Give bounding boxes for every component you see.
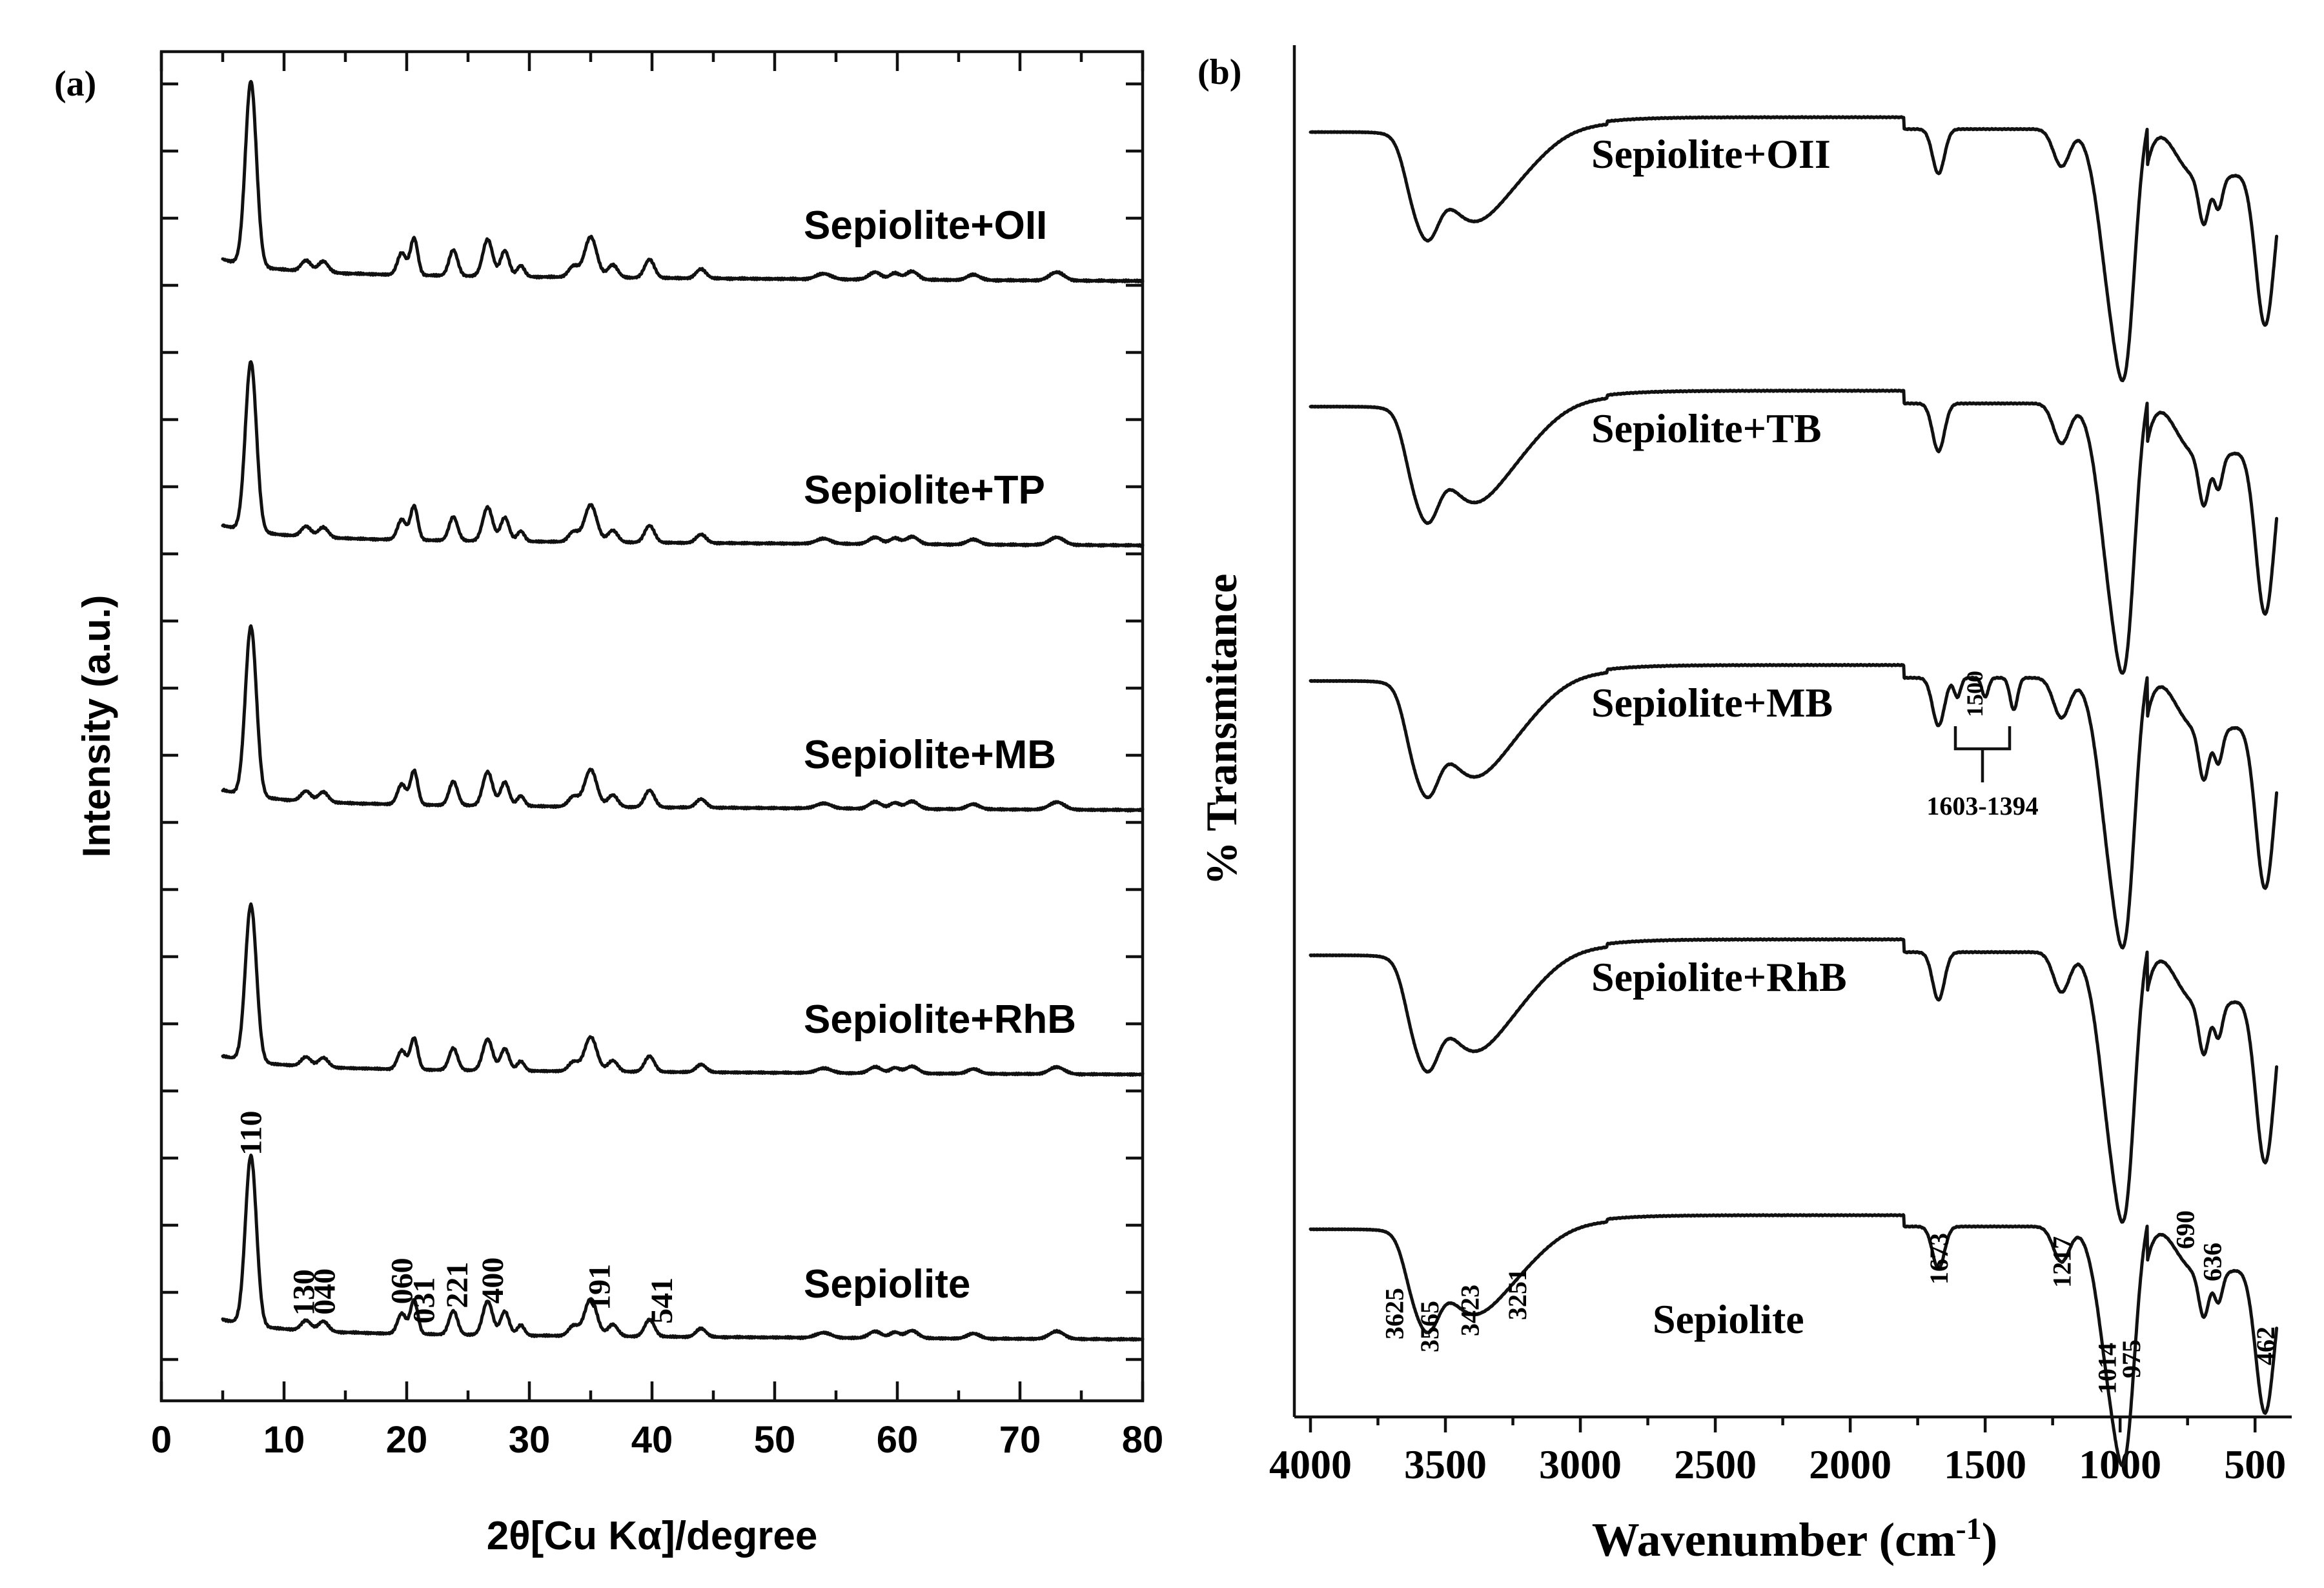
band-label-462: 462	[2251, 1327, 2280, 1365]
panel-b-x-tick-label: 2500	[1674, 1441, 1757, 1487]
panel-a-series-labels: Sepiolite+OII Sepiolite+TP Sepiolite+MB Sep…	[804, 203, 1076, 1307]
band-label-975: 975	[2117, 1339, 2146, 1378]
panel-b-x-tick-label: 4000	[1269, 1441, 1352, 1487]
peak-label-130: 130	[287, 1269, 321, 1316]
panel-a-label: (a)	[54, 64, 96, 104]
panel-b-x-tick-label: 2000	[1809, 1441, 1891, 1487]
peak-label-060: 060	[385, 1257, 419, 1304]
panel-b-x-tick-label: 1500	[1944, 1441, 2026, 1487]
peak-label-031: 031	[407, 1278, 442, 1324]
panel-a-x-tick-label: 70	[999, 1419, 1041, 1461]
band-label-690: 690	[2171, 1210, 2200, 1249]
ftir-trace-sepiolite-mb	[1309, 662, 2279, 950]
xrd-series-label-sepiolite-tp: Sepiolite+TP	[804, 468, 1045, 513]
xrd-trace-sepiolite-mb	[221, 624, 1145, 813]
panel-b-xlabel-main: Wavenumber (cm	[1592, 1514, 1956, 1567]
xrd-series-label-sepiolite-oii: Sepiolite+OII	[804, 203, 1047, 248]
mb-band-bracket: 1500 1603-1394	[1926, 671, 2038, 820]
ftir-trace-sepiolite	[1309, 1213, 2279, 1467]
panel-a-frame	[159, 50, 1145, 1403]
panel-a-x-tick-label: 10	[263, 1419, 305, 1461]
xrd-series-label-sepiolite-rhb: Sepiolite+RhB	[804, 997, 1076, 1042]
band-label-3565: 3565	[1415, 1301, 1444, 1352]
ftir-series-label-sepiolite-rhb: Sepiolite+RhB	[1591, 954, 1847, 1000]
ftir-trace-sepiolite-rhb	[1309, 937, 2279, 1224]
band-label-3625: 3625	[1380, 1288, 1409, 1339]
panel-b-xlabel: Wavenumber (cm-1)	[1592, 1512, 1998, 1567]
ftir-series-label-sepiolite: Sepiolite	[1653, 1296, 1804, 1342]
panel-a-x-tick-label: 0	[151, 1419, 172, 1461]
mb-bracket-inner-label: 1500	[1962, 671, 1988, 717]
peak-label-191: 191	[582, 1264, 617, 1310]
ftir-series-label-sepiolite-oii: Sepiolite+OII	[1591, 131, 1831, 177]
band-label-1673: 1673	[1924, 1233, 1953, 1285]
mb-bracket-range-label: 1603-1394	[1926, 791, 2038, 820]
peak-label-221: 221	[440, 1262, 474, 1308]
xrd-series-label-sepiolite: Sepiolite	[804, 1262, 970, 1307]
xrd-trace-sepiolite	[221, 1154, 1145, 1342]
panel-a-xlabel-greek: α	[637, 1514, 662, 1558]
mb-bracket-shape	[1953, 726, 2012, 751]
peak-label-400: 400	[476, 1257, 510, 1304]
panel-a: (a) 0 10 20 30 40 50 60 70 80 Sepiolite+OIISepio…	[54, 50, 1163, 1558]
peak-label-040: 040	[308, 1268, 342, 1315]
ftir-series-label-sepiolite-mb: Sepiolite+MB	[1591, 680, 1833, 726]
panel-b-ticks	[1309, 1417, 2257, 1432]
panel-a-x-tick-label: 50	[754, 1419, 796, 1461]
panel-b-tick-labels: 4000 3500 3000 2500 2000 1500 1000 500	[1269, 1441, 2286, 1487]
panel-a-x-tick-label: 30	[509, 1419, 551, 1461]
band-label-636: 636	[2197, 1243, 2227, 1281]
panel-b-label: (b)	[1198, 52, 1241, 92]
panel-b-x-tick-label: 500	[2224, 1441, 2286, 1487]
panel-a-xlabel-tail: ]/degree	[662, 1514, 817, 1558]
panel-a-ylabel: Intensity (a.u.)	[75, 595, 118, 858]
panel-a-traces	[221, 79, 1145, 1342]
panel-a-x-tick-label: 40	[631, 1419, 673, 1461]
xrd-trace-sepiolite-rhb	[221, 902, 1145, 1077]
panel-b-xlabel-tail: )	[1982, 1514, 1998, 1567]
peak-label-110: 110	[234, 1110, 269, 1155]
panel-b-x-tick-label: 3000	[1539, 1441, 1622, 1487]
ftir-trace-sepiolite-oii	[1309, 115, 2279, 383]
panel-b-x-tick-label: 3500	[1404, 1441, 1487, 1487]
xrd-series-label-sepiolite-mb: Sepiolite+MB	[804, 733, 1056, 777]
panel-b-series-labels: Sepiolite+OII Sepiolite+TB Sepiolite+MB Sep…	[1591, 131, 1847, 1342]
band-label-3251: 3251	[1503, 1268, 1532, 1320]
panel-a-x-tick-label: 80	[1122, 1419, 1164, 1461]
xrd-trace-sepiolite-tp	[221, 360, 1145, 548]
panel-b-traces	[1309, 115, 2279, 1467]
ftir-trace-sepiolite-tb	[1309, 388, 2279, 675]
band-label-1014: 1014	[2092, 1343, 2121, 1394]
panel-a-tick-labels: 0 10 20 30 40 50 60 70 80	[151, 1419, 1163, 1461]
band-label-3423: 3423	[1456, 1285, 1485, 1336]
band-label-1217: 1217	[2047, 1236, 2076, 1288]
panel-a-xlabel-main: 2θ[Cu K	[487, 1514, 638, 1558]
panel-a-ticks	[159, 52, 1145, 1401]
ftir-series-label-sepiolite-tb: Sepiolite+TB	[1591, 405, 1822, 451]
panel-b: (b) 4000 3500 3000 2500 2000 1500 1000 500 Sepi…	[1197, 45, 2292, 1567]
xrd-trace-sepiolite-oii	[221, 79, 1145, 284]
panel-b-ylabel: % Transmitance	[1197, 574, 1246, 886]
peak-label-541: 541	[645, 1278, 679, 1324]
panel-b-xlabel-sup: -1	[1956, 1512, 1982, 1546]
panel-a-x-tick-label: 20	[386, 1419, 428, 1461]
panel-a-x-tick-label: 60	[877, 1419, 919, 1461]
panel-a-xlabel: 2θ[Cu Kα]/degree	[487, 1514, 818, 1558]
